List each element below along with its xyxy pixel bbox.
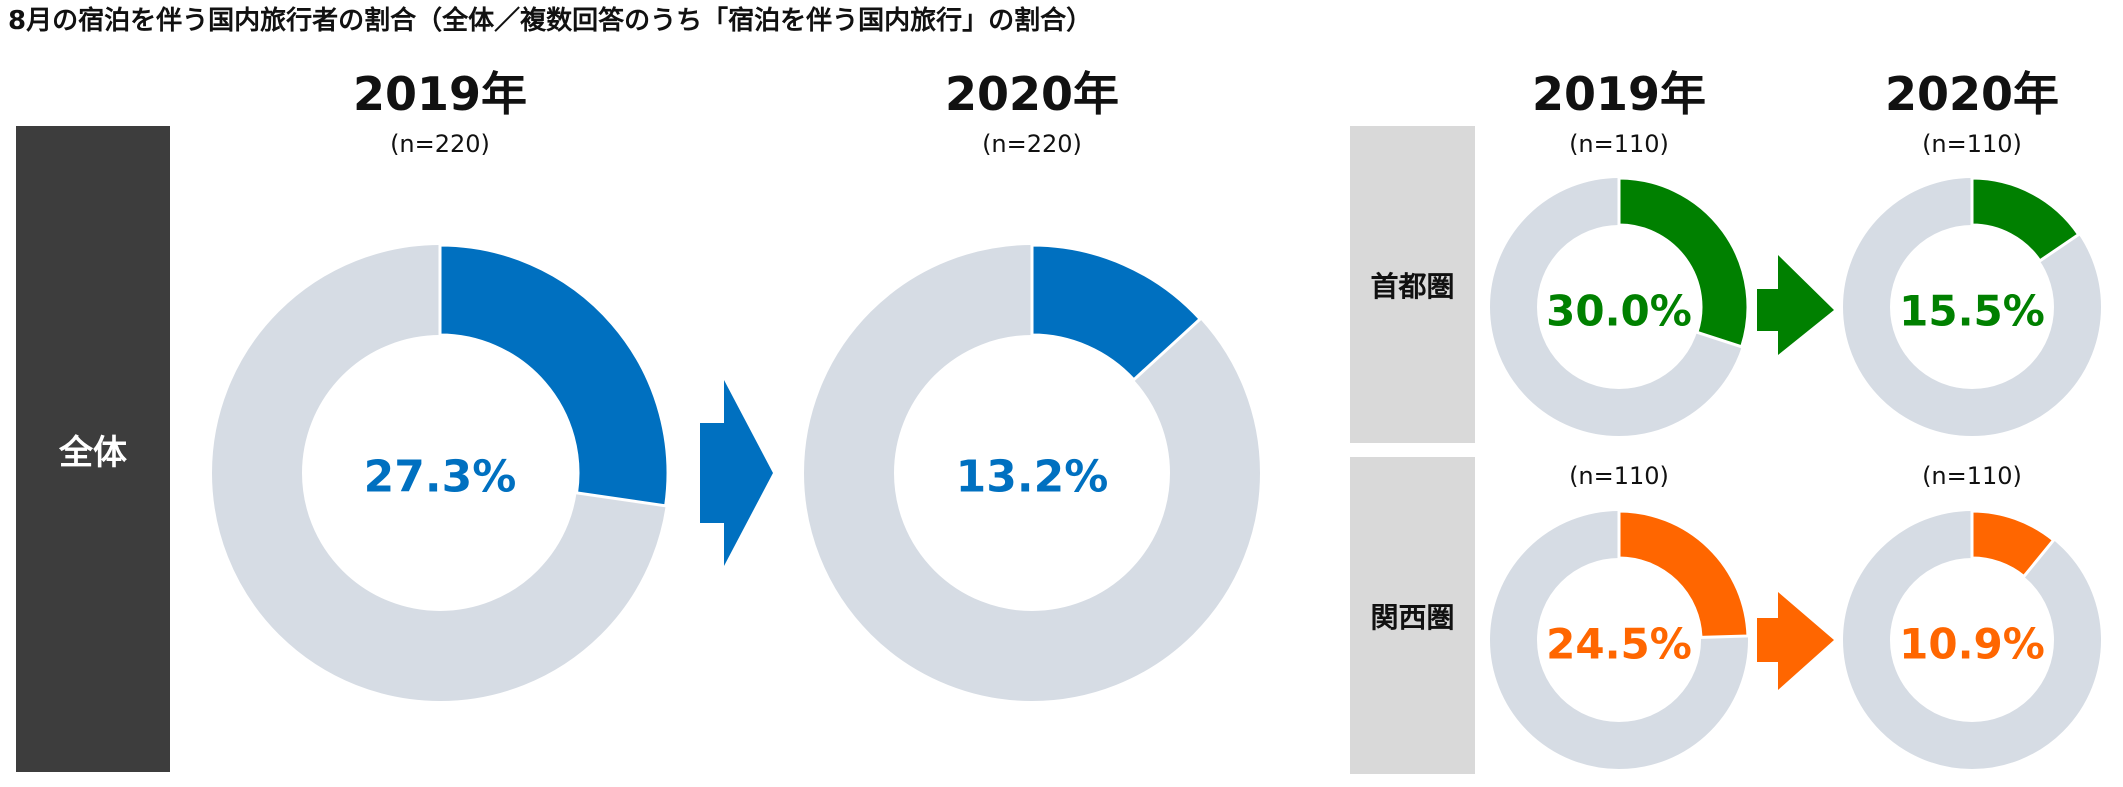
donut-value-label-kansai-2020: 10.9% xyxy=(1899,620,2045,669)
donut-segment-total-2019 xyxy=(438,243,670,508)
donut-shutoken-2019: 30.0% xyxy=(1490,176,1750,436)
donut-kansai-2019: 24.5% xyxy=(1490,509,1750,769)
side-label-total: 全体 xyxy=(16,126,170,772)
side-label-kansai: 関西圏 xyxy=(1350,457,1475,774)
year-header-2020-region: 2020年 xyxy=(1884,67,2060,121)
donut-segment-shutoken-2020 xyxy=(1970,176,2081,263)
donut-value-label-total-2020: 13.2% xyxy=(956,452,1109,503)
n-label-kansai-2019: (n=110) xyxy=(1569,462,1669,490)
n-label-shutoken-2019: (n=110) xyxy=(1569,130,1669,158)
donut-value-label-kansai-2019: 24.5% xyxy=(1546,620,1692,669)
side-label-total-text: 全体 xyxy=(59,432,127,473)
n-label-shutoken-2020: (n=110) xyxy=(1922,130,2022,158)
donut-segment-total-2020 xyxy=(1030,243,1203,382)
donut-kansai-2020: 10.9% xyxy=(1843,509,2101,769)
year-header-2020-total: 2020年 xyxy=(944,67,1120,121)
donut-value-label-total-2019: 27.3% xyxy=(364,452,517,503)
donut-shutoken-2020: 15.5% xyxy=(1843,176,2101,436)
n-label-total-2020: (n=220) xyxy=(982,130,1082,158)
page-title: 8月の宿泊を伴う国内旅行者の割合（全体／複数回答のうち「宿泊を伴う国内旅行」の割… xyxy=(8,6,1093,36)
donut-segment-kansai-2020 xyxy=(1970,509,2056,579)
donut-value-label-shutoken-2019: 30.0% xyxy=(1546,287,1692,336)
year-header-2019-region: 2019年 xyxy=(1531,67,1707,121)
side-label-shutoken-text: 首都圏 xyxy=(1370,269,1455,303)
donut-value-label-shutoken-2020: 15.5% xyxy=(1899,287,2045,336)
donut-total-2019: 27.3% xyxy=(212,243,670,701)
year-header-2019-total: 2019年 xyxy=(352,67,528,121)
n-label-total-2019: (n=220) xyxy=(390,130,490,158)
side-label-kansai-text: 関西圏 xyxy=(1370,600,1455,634)
donut-segment-shutoken-2019 xyxy=(1617,176,1750,349)
donut-total-2020: 13.2% xyxy=(804,243,1260,701)
side-label-shutoken: 首都圏 xyxy=(1350,126,1475,443)
n-label-kansai-2020: (n=110) xyxy=(1922,462,2022,490)
arrow-total xyxy=(700,380,773,566)
arrow-shutoken xyxy=(1757,255,1834,355)
arrow-kansai xyxy=(1757,592,1834,690)
donut-segment-kansai-2019 xyxy=(1617,509,1750,639)
